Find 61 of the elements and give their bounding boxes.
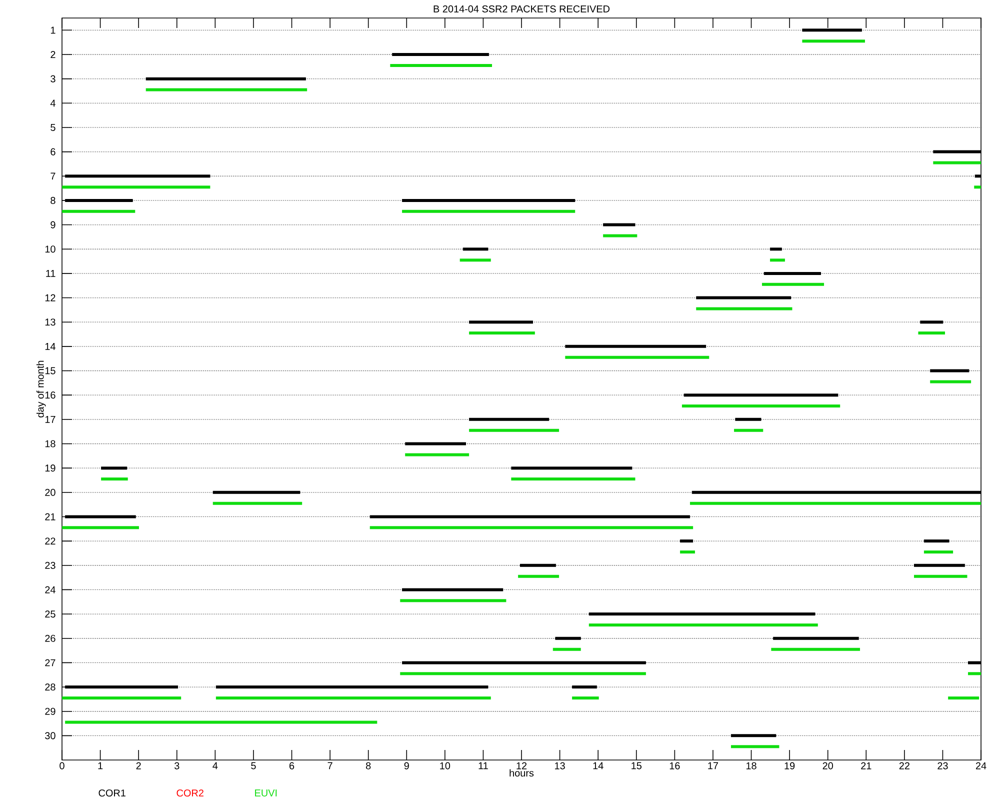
chart-title: B 2014-04 SSR2 PACKETS RECEIVED: [434, 5, 610, 12]
x-tick-label: 2: [136, 762, 141, 770]
x-tick-label: 8: [366, 762, 371, 770]
x-tick-label: 17: [708, 762, 718, 770]
y-tick-label: 29: [45, 708, 56, 715]
x-tick-label: 6: [289, 762, 294, 770]
x-tick-label: 0: [60, 762, 64, 770]
y-tick-label: 4: [50, 100, 56, 107]
y-tick-label: 7: [50, 172, 56, 180]
y-tick-label: 30: [45, 732, 56, 740]
y-tick-label: 13: [45, 318, 56, 326]
x-axis-title: hours: [510, 769, 534, 777]
y-tick-label: 8: [50, 196, 56, 204]
y-tick-label: 22: [45, 538, 56, 545]
x-tick-label: 22: [899, 762, 910, 770]
y-tick-label: 10: [45, 246, 56, 253]
y-tick-label: 11: [46, 270, 56, 277]
x-tick-label: 16: [670, 762, 680, 770]
x-tick-label: 23: [938, 762, 948, 770]
y-tick-label: 27: [45, 659, 56, 666]
y-tick-label: 24: [45, 586, 56, 594]
x-tick-label: 10: [440, 762, 450, 770]
y-tick-label: 14: [45, 343, 56, 350]
y-tick-label: 21: [45, 513, 56, 520]
x-tick-label: 19: [784, 762, 795, 770]
y-tick-label: 6: [50, 148, 56, 156]
y-tick-label: 23: [45, 562, 56, 569]
y-axis-title: day of month: [36, 360, 46, 418]
legend-label: COR2: [176, 789, 204, 797]
x-tick-label: 1: [98, 762, 103, 770]
y-tick-label: 9: [50, 221, 56, 228]
x-tick-label: 9: [404, 762, 409, 770]
y-tick-label: 26: [45, 634, 56, 642]
y-tick-label: 16: [45, 392, 56, 399]
x-tick-label: 13: [555, 762, 565, 770]
x-tick-label: 24: [976, 762, 986, 770]
y-tick-label: 12: [45, 294, 56, 302]
x-tick-label: 7: [328, 762, 332, 770]
text: EUVI: [255, 790, 277, 796]
x-tick-label: 11: [478, 762, 488, 770]
y-tick-label: 2: [50, 51, 56, 58]
y-tick-label: 25: [45, 610, 56, 618]
y-tick-label: 1: [50, 26, 56, 34]
x-tick-label: 4: [212, 762, 218, 770]
x-tick-label: 20: [822, 762, 833, 770]
y-tick-label: 18: [45, 440, 56, 448]
x-tick-label: 5: [251, 762, 256, 770]
y-tick-label: 15: [45, 367, 56, 374]
x-tick-label: 14: [593, 762, 604, 770]
x-tick-label: 12: [516, 762, 527, 770]
y-tick-label: 3: [50, 75, 56, 82]
x-tick-label: 15: [632, 762, 642, 770]
x-tick-label: 18: [746, 762, 756, 770]
y-tick-label: 20: [45, 488, 56, 496]
y-tick-label: 19: [45, 464, 56, 472]
x-tick-label: 21: [861, 762, 872, 770]
y-tick-label: 17: [45, 416, 56, 423]
y-tick-label: 5: [50, 124, 56, 131]
x-tick-label: 3: [174, 762, 180, 770]
y-tick-label: 28: [45, 683, 56, 691]
text: COR1: [98, 789, 126, 797]
